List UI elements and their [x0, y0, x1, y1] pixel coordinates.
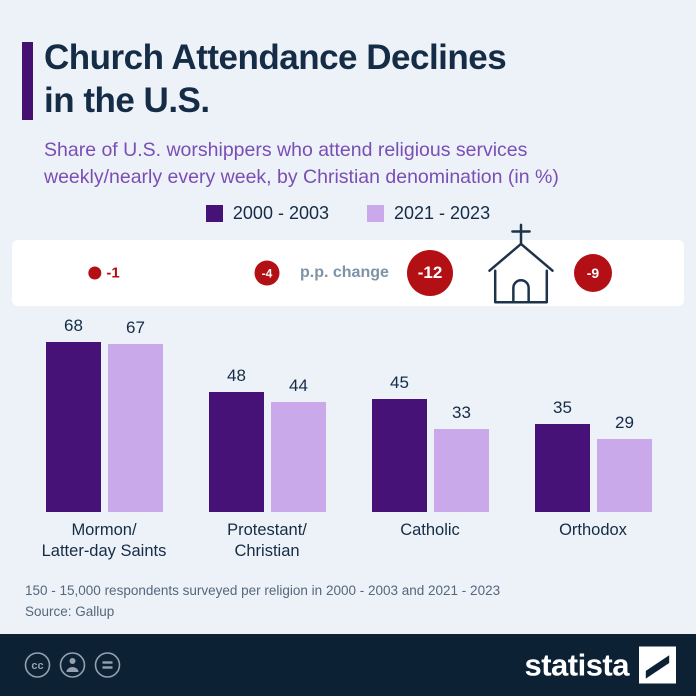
legend-swatch: [205, 205, 223, 222]
page-title-line2: in the U.S.: [44, 81, 210, 120]
footnote-source: Source: Gallup: [25, 604, 115, 619]
footnote-note: 150 - 15,000 respondents surveyed per re…: [25, 583, 501, 598]
bar-value-label: 29: [615, 413, 634, 432]
legend: 2000 - 2003 2021 - 2023: [0, 203, 696, 224]
bar-series2-group4: [597, 439, 652, 512]
cc-equal-icon[interactable]: [94, 652, 121, 679]
cc-attribution-person-icon[interactable]: [59, 652, 86, 679]
bar-series1-group4: [535, 424, 590, 512]
legend-label: 2000 - 2003: [232, 203, 329, 223]
category-label: Mormon/Latter-day Saints: [41, 521, 167, 560]
bar-series1-group3: [372, 399, 427, 512]
statista-wordmark: statista: [524, 647, 629, 682]
subtitle-line2: weekly/nearly every week, by Christian d…: [44, 166, 559, 188]
footer-bar: cc statista: [0, 634, 696, 696]
legend-item: 2000 - 2003: [205, 203, 329, 224]
cc-icon[interactable]: cc: [24, 652, 51, 679]
church-icon: [488, 223, 554, 304]
bar-series2-group3: [434, 429, 489, 512]
legend-label: 2021 - 2023: [394, 203, 491, 223]
category-label: Protestant/Christian: [227, 521, 307, 560]
legend-item: 2021 - 2023: [367, 203, 490, 224]
subtitle-line1: Share of U.S. worshippers who attend rel…: [44, 139, 528, 161]
statista-logo[interactable]: statista: [524, 646, 676, 684]
title-accent-bar: [22, 42, 33, 120]
bar-value-label: 35: [553, 398, 572, 417]
page-title-line1: Church Attendance Declines: [44, 38, 507, 77]
footnote: 150 - 15,000 respondents surveyed per re…: [25, 580, 500, 622]
bar-series1-group1: [46, 342, 101, 512]
svg-text:cc: cc: [31, 660, 43, 672]
page-title: Church Attendance Declines in the U.S.: [44, 36, 507, 122]
bar-series2-group2: [271, 402, 326, 512]
bar-series2-group1: [108, 344, 163, 512]
category-label: Orthodox: [559, 521, 627, 539]
category-label: Catholic: [400, 521, 460, 539]
statista-logo-mark: [639, 646, 676, 684]
bar-value-label: 44: [289, 376, 308, 395]
bar-value-label: 67: [126, 318, 145, 337]
subtitle: Share of U.S. worshippers who attend rel…: [44, 137, 559, 191]
bar-value-label: 68: [64, 316, 83, 335]
bar-value-label: 48: [227, 366, 246, 385]
bar-value-label: 33: [452, 403, 471, 422]
pp-change-strip: [12, 240, 684, 306]
bar-series1-group2: [209, 392, 264, 512]
legend-swatch: [367, 205, 384, 222]
cc-license-icons: cc: [24, 652, 121, 679]
bar-value-label: 45: [390, 373, 409, 392]
